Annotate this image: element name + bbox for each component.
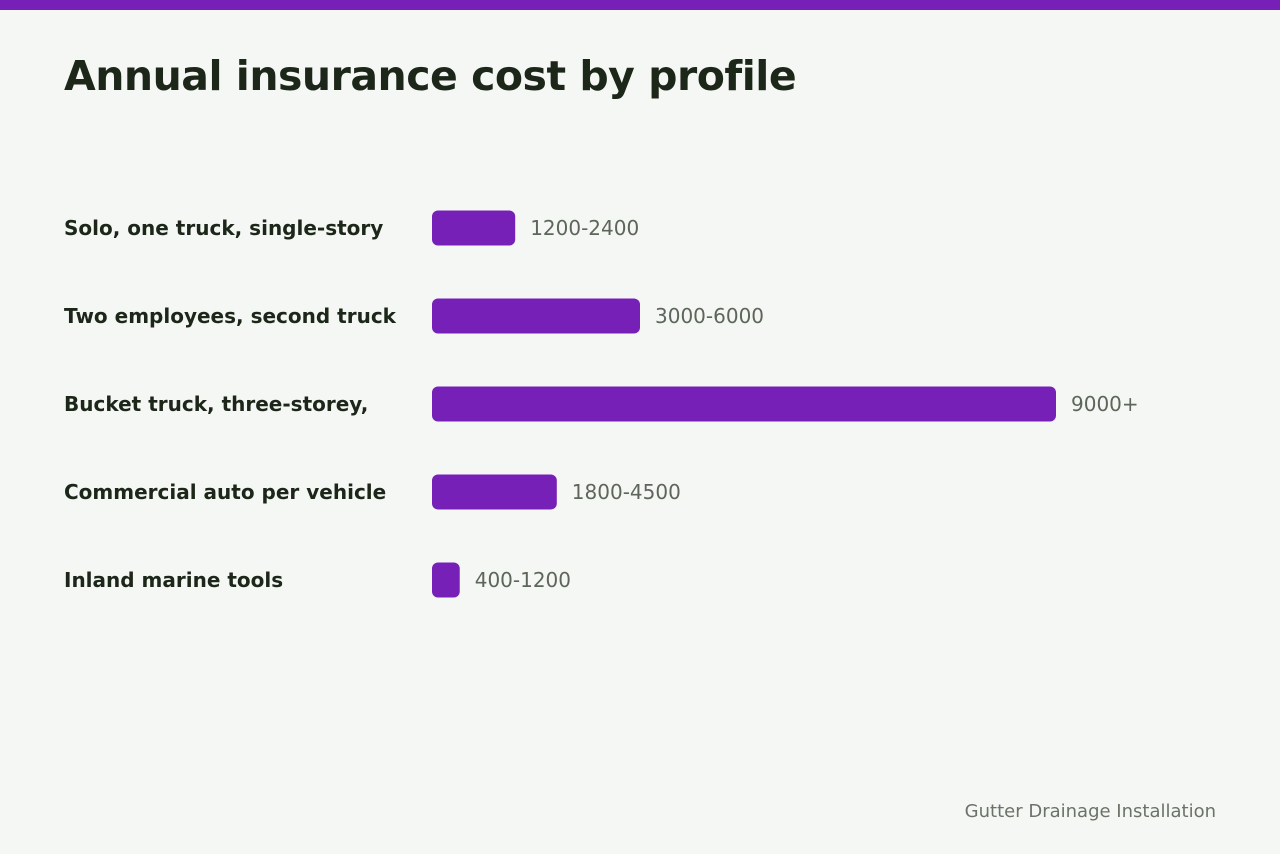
value-label: 1200-2400 <box>530 216 639 240</box>
bar <box>432 562 460 598</box>
bar <box>432 386 1056 422</box>
chart-title: Annual insurance cost by profile <box>64 52 797 100</box>
bar <box>432 298 640 334</box>
top-accent-bar <box>0 0 1280 10</box>
value-label: 1800-4500 <box>572 480 681 504</box>
footer-caption: Gutter Drainage Installation <box>964 801 1216 822</box>
value-label: 3000-6000 <box>655 304 764 328</box>
category-label: Bucket truck, three-storey, <box>64 392 368 416</box>
category-label: Commercial auto per vehicle <box>64 480 386 504</box>
value-label: 9000+ <box>1071 392 1139 416</box>
category-label: Inland marine tools <box>64 568 283 592</box>
category-label: Two employees, second truck <box>64 304 397 328</box>
bar <box>432 474 557 510</box>
bar <box>432 210 516 246</box>
category-label: Solo, one truck, single-story <box>64 216 383 240</box>
value-label: 400-1200 <box>475 568 571 592</box>
